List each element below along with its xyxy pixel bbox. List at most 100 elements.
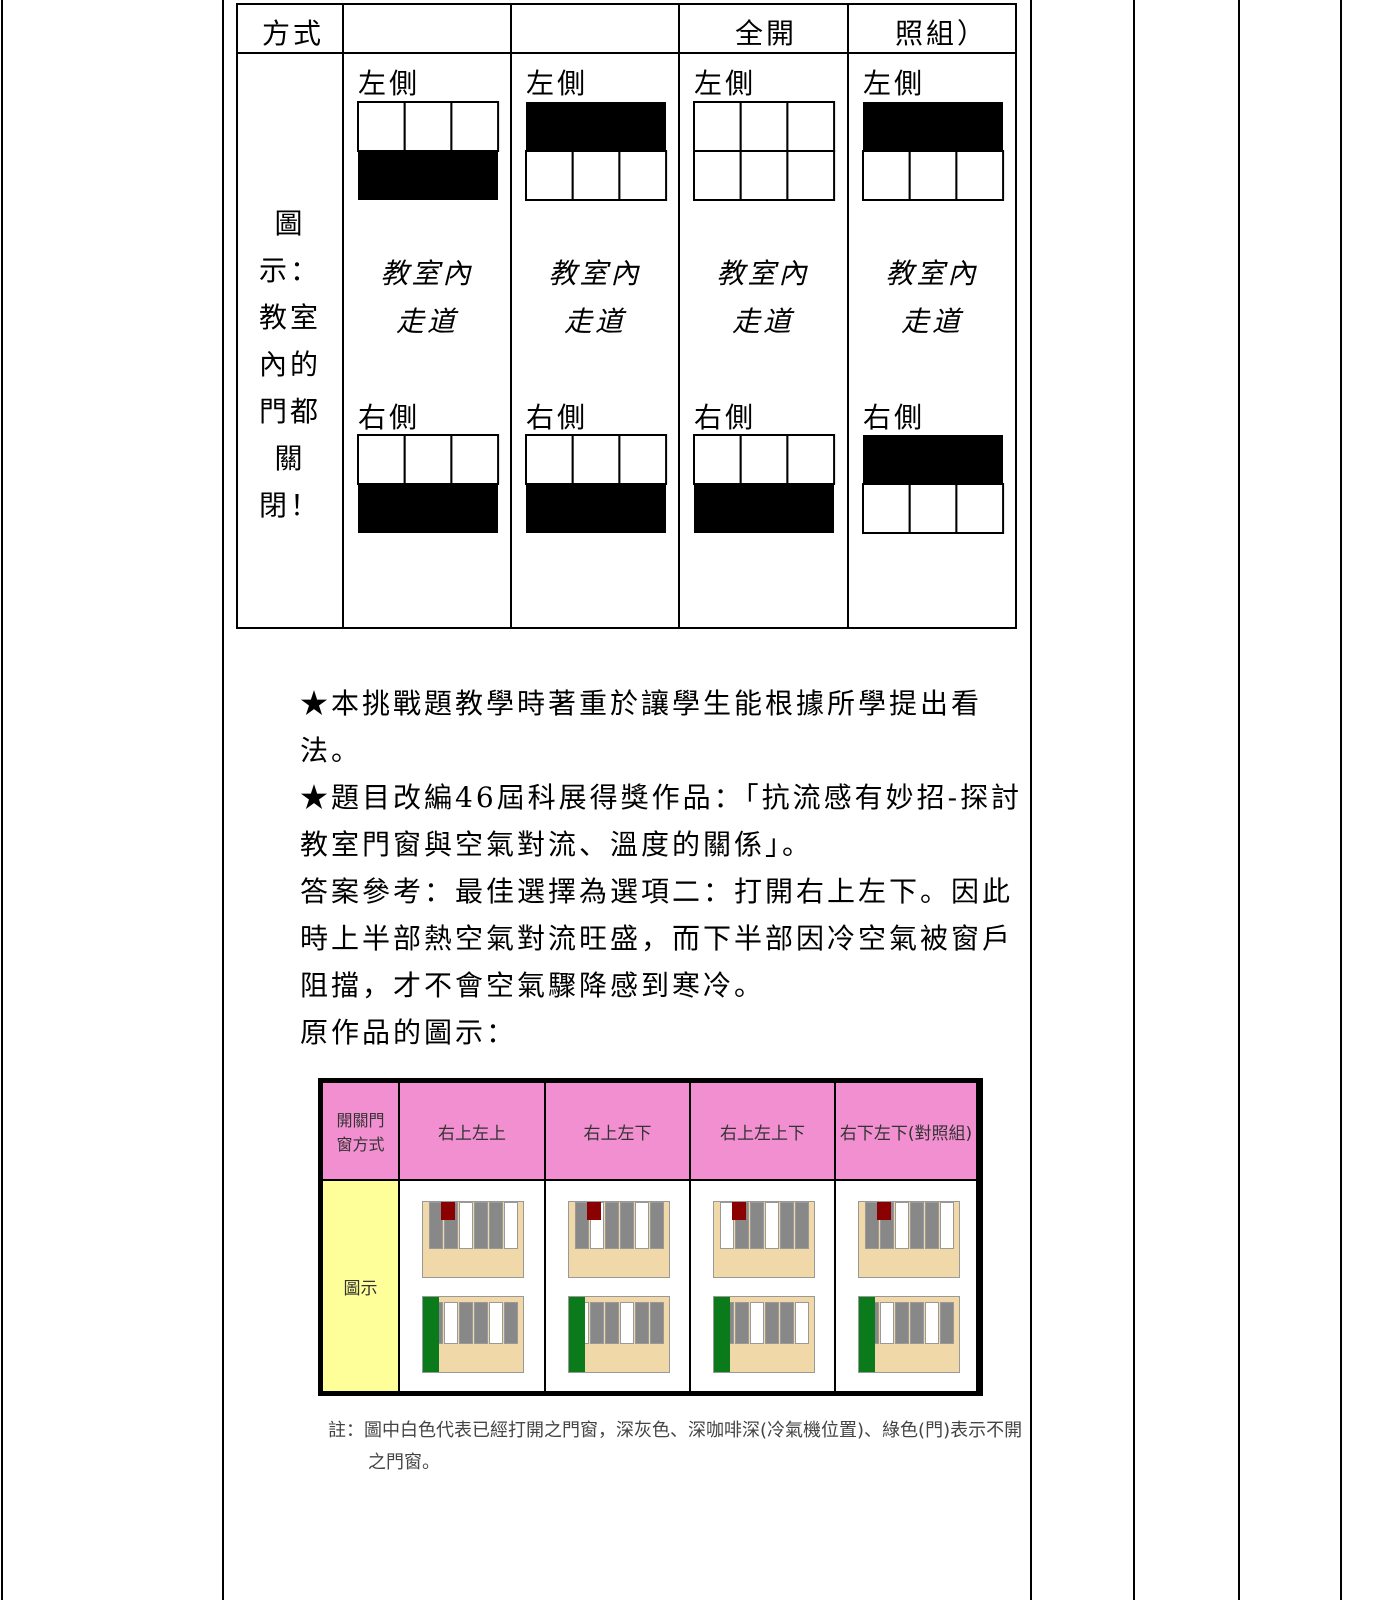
header-text: 照組） (895, 17, 989, 50)
open-window (955, 150, 1005, 201)
left-label: 左側 (358, 67, 421, 100)
diagram-window (910, 1302, 924, 1344)
diagram-window (895, 1302, 909, 1344)
right-label: 右側 (863, 401, 926, 434)
open-window (693, 150, 742, 201)
open-window (357, 101, 406, 152)
diagram-window (459, 1202, 473, 1249)
diagram-window (575, 1202, 589, 1249)
open-window (618, 150, 668, 201)
row-label-line: 關 (274, 442, 306, 475)
diagram-block (732, 1202, 746, 1220)
open-window (693, 101, 742, 152)
diagram-window (489, 1302, 503, 1344)
open-window (739, 101, 789, 152)
diagram-window (620, 1202, 634, 1249)
diagram-block (441, 1202, 455, 1220)
figure-header: 右上左下 (546, 1083, 689, 1179)
open-window (618, 434, 668, 485)
diagram-window (925, 1302, 939, 1344)
room-label: 走道 (395, 305, 458, 338)
diagram-room (713, 1201, 815, 1278)
diagram-window (765, 1302, 779, 1344)
row-label-line: 教室 (258, 301, 321, 334)
figure-diagram (400, 1181, 544, 1391)
diagram-window (504, 1302, 518, 1344)
open-window (739, 434, 789, 485)
header-text: 全開 (735, 17, 798, 50)
border (1030, 0, 1032, 1600)
open-window (571, 150, 621, 201)
diagram-room (713, 1296, 815, 1373)
diagram-window (940, 1202, 954, 1249)
room-label: 走道 (563, 305, 626, 338)
open-window (862, 483, 911, 534)
figure-header: 開關門窗方式 (323, 1083, 398, 1179)
diagram-window (765, 1202, 779, 1249)
closed-window (526, 484, 666, 533)
row-label-line: 閉！ (258, 489, 321, 522)
open-window (786, 101, 836, 152)
diagram-window (750, 1202, 764, 1249)
room-label: 教室內 (380, 257, 474, 290)
diagram-window (504, 1202, 518, 1249)
room-label: 教室內 (548, 257, 642, 290)
diagram-window (720, 1202, 734, 1249)
diagram-window (489, 1202, 503, 1249)
diagram-block (877, 1202, 891, 1220)
diagram-room (858, 1201, 960, 1278)
open-window (525, 434, 574, 485)
border (222, 0, 224, 1600)
row-label-line: 圖 (274, 207, 306, 240)
room-label: 走道 (731, 305, 794, 338)
header-text: 方式 (262, 17, 325, 50)
diagram-room (422, 1201, 524, 1278)
open-window (862, 150, 911, 201)
room-label: 教室內 (885, 257, 979, 290)
diagram-window (880, 1302, 894, 1344)
border (1133, 0, 1135, 1600)
note: ★題目改編46屆科展得獎作品：「抗流感有妙招-探討教室門窗與空氣對流、溫度的關係… (300, 781, 1023, 861)
diagram-window (865, 1202, 879, 1249)
figure-row-label: 圖示 (323, 1181, 398, 1391)
diagram-window (429, 1202, 443, 1249)
open-window (908, 150, 958, 201)
diagram-window (940, 1302, 954, 1344)
diagram-window (590, 1302, 604, 1344)
diagram-window (910, 1202, 924, 1249)
diagram-window (605, 1202, 619, 1249)
figure-header: 右下左下(對照組) (836, 1083, 976, 1179)
open-window (403, 434, 453, 485)
diagram-block (859, 1297, 875, 1372)
left-label: 左側 (694, 67, 757, 100)
diagram-window (895, 1202, 909, 1249)
open-window (450, 101, 500, 152)
open-window (693, 434, 742, 485)
figure-diagram (546, 1181, 689, 1391)
left-label: 左側 (526, 67, 589, 100)
open-window (571, 434, 621, 485)
diagram-window (459, 1302, 473, 1344)
room-label: 教室內 (716, 257, 810, 290)
open-window (786, 150, 836, 201)
row-label-line: 示： (258, 254, 321, 287)
figure-header: 右上左上 (400, 1083, 544, 1179)
figure-header: 右上左上下 (691, 1083, 834, 1179)
open-window (786, 434, 836, 485)
room-label: 走道 (900, 305, 963, 338)
right-label: 右側 (526, 401, 589, 434)
diagram-window (925, 1202, 939, 1249)
figure-note: 註：圖中白色代表已經打開之門窗，深灰色、深咖啡深(冷氣機位置)、綠色(門)表示不… (328, 1420, 1023, 1473)
diagram-window (650, 1302, 664, 1344)
diagram-block (423, 1297, 439, 1372)
note: 答案參考：最佳選擇為選項二：打開右上左下。因此時上半部熱空氣對流旺盛，而下半部因… (300, 875, 1014, 1002)
open-window (955, 483, 1005, 534)
diagram-window (605, 1302, 619, 1344)
diagram-window (635, 1302, 649, 1344)
open-window (357, 434, 406, 485)
diagram-window (795, 1302, 809, 1344)
note: ★本挑戰題教學時著重於讓學生能根據所學提出看法。 (300, 687, 983, 767)
diagram-block (714, 1297, 730, 1372)
open-window (403, 101, 453, 152)
